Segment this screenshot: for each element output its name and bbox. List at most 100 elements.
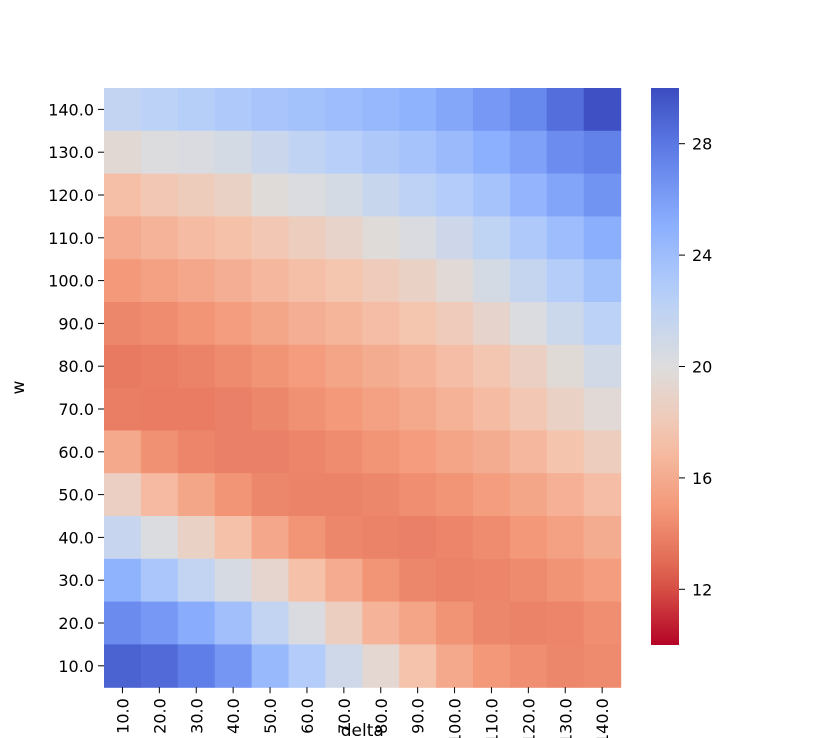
x-tick-label: 70.0 [335,698,354,734]
heatmap-cell [214,259,253,303]
heatmap-cell [436,516,474,560]
heatmap-cell [325,216,363,260]
heatmap-cell [473,430,511,474]
heatmap-cell [251,88,290,132]
heatmap-cell [509,558,548,603]
heatmap-cell [473,516,511,560]
colorbar-tick-label: 28 [692,135,712,154]
heatmap-cell [546,430,585,474]
heatmap-cell [509,430,548,474]
x-axis-label: delta [341,721,384,738]
heatmap-cell [104,387,142,431]
colorbar [651,88,679,645]
heatmap-cell [177,516,216,560]
heatmap-cell [104,344,142,389]
heatmap-cell [509,473,548,517]
heatmap-cell [177,302,216,346]
heatmap-cell [473,216,511,260]
heatmap-cell [140,88,179,132]
x-tick-label: 40.0 [224,698,243,734]
x-tick-label: 90.0 [409,698,428,734]
heatmap-cells [104,88,622,688]
heatmap-cell [251,344,290,389]
heatmap-cell [214,216,253,260]
heatmap-cell [251,430,290,474]
heatmap-cell [509,302,548,346]
colorbar-tick-label: 16 [692,469,712,488]
heatmap-cell [436,259,474,303]
heatmap-cell [399,216,437,260]
heatmap-cell [473,173,511,217]
heatmap-cell [362,430,400,474]
heatmap-cell [104,259,142,303]
x-tick-label: 140.0 [593,698,612,738]
heatmap-cell [214,173,253,217]
heatmap-cell [251,516,290,560]
heatmap-cell [362,216,400,260]
heatmap-cell [325,302,363,346]
heatmap-cell [583,516,622,560]
heatmap-cell [251,644,290,688]
heatmap-cell [583,259,622,303]
heatmap-cell [583,558,622,603]
heatmap-cell [140,601,179,645]
colorbar-tick-label: 12 [692,580,712,599]
heatmap-cell [583,173,622,217]
heatmap-cell [473,302,511,346]
y-tick-label: 120.0 [48,186,94,205]
heatmap-cell [583,644,622,688]
heatmap-cell [473,387,511,431]
heatmap-cell [177,387,216,431]
heatmap-cell [214,430,253,474]
heatmap-cell [473,344,511,389]
heatmap-cell [214,644,253,688]
heatmap-cell [583,601,622,645]
heatmap-cell [399,473,437,517]
heatmap-cell [436,601,474,645]
heatmap-cell [583,344,622,389]
heatmap-cell [251,601,290,645]
heatmap-cell [583,302,622,346]
heatmap-cell [546,558,585,603]
heatmap-cell [399,173,437,217]
heatmap-cell [436,88,474,132]
x-tick-label: 10.0 [113,698,132,734]
heatmap-cell [436,387,474,431]
y-tick-label: 100.0 [48,272,94,291]
heatmap-cell [473,259,511,303]
heatmap-cell [399,558,437,603]
heatmap-cell [399,601,437,645]
heatmap-cell [288,644,326,688]
heatmap-cell [436,430,474,474]
heatmap-cell [177,216,216,260]
x-tick-label: 30.0 [187,698,206,734]
heatmap-cell [177,644,216,688]
heatmap-cell [509,601,548,645]
heatmap-cell [177,173,216,217]
heatmap-cell [546,259,585,303]
heatmap-cell [546,88,585,132]
heatmap-cell [399,516,437,560]
heatmap-cell [140,302,179,346]
heatmap-cell [362,344,400,389]
heatmap-cell [473,473,511,517]
heatmap-cell [546,130,585,175]
heatmap-cell [546,516,585,560]
heatmap-cell [509,130,548,175]
heatmap-cell [509,88,548,132]
heatmap-cell [546,173,585,217]
heatmap-cell [362,644,400,688]
heatmap-cell [288,344,326,389]
heatmap-cell [436,644,474,688]
heatmap-cell [399,430,437,474]
heatmap-cell [509,344,548,389]
heatmap-cell [362,259,400,303]
heatmap-cell [325,173,363,217]
y-tick-label: 20.0 [58,614,94,633]
heatmap-cell [509,644,548,688]
heatmap-cell [288,216,326,260]
heatmap-cell [288,88,326,132]
heatmap-cell [436,130,474,175]
heatmap-cell [546,216,585,260]
heatmap-cell [251,259,290,303]
